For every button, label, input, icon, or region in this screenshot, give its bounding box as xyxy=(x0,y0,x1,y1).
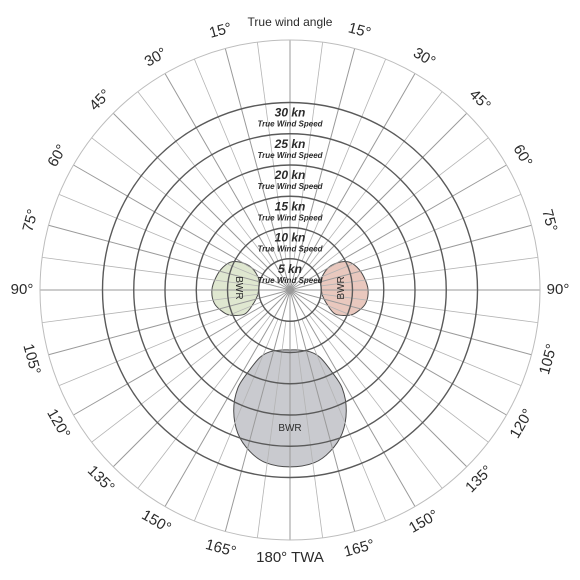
ring-caption-25kn: True Wind Speed xyxy=(257,151,323,160)
ring-caption-10kn: True Wind Speed xyxy=(257,245,323,254)
angle-label-port-150: 150° xyxy=(139,507,174,537)
angle-label-port-90: 90° xyxy=(11,281,34,298)
angle-label-stbd-135: 135° xyxy=(462,462,496,496)
ring-15kn xyxy=(195,195,385,385)
minor-spoke xyxy=(58,193,262,279)
ring-20kn xyxy=(164,164,416,416)
ring-caption-5kn: True Wind Speed xyxy=(257,276,323,285)
region-labels-layer: BWR BWR BWR xyxy=(233,276,347,434)
region-label-port: BWR xyxy=(233,276,244,299)
angle-label-stbd-60: 60° xyxy=(510,142,536,170)
minor-spoke xyxy=(58,301,262,387)
minor-spoke xyxy=(293,320,324,538)
outer-ring xyxy=(39,39,541,541)
ring-label-10kn: 10 kn xyxy=(275,231,306,245)
grid-layer xyxy=(39,39,541,541)
angle-label-stbd-180: 180° TWA xyxy=(256,549,324,566)
region-label-centre: BWR xyxy=(278,423,301,434)
ring-label-30kn: 30 kn xyxy=(275,106,306,120)
minor-spoke xyxy=(91,308,266,443)
minor-spoke xyxy=(320,293,538,324)
ring-label-25kn: 25 kn xyxy=(274,137,306,151)
angle-label-port-15: 15° xyxy=(207,19,233,41)
minor-spoke xyxy=(301,58,387,262)
ring-caption-20kn: True Wind Speed xyxy=(257,182,323,191)
minor-spoke xyxy=(318,301,522,387)
angle-label-stbd-165: 165° xyxy=(342,536,376,560)
angle-label-port-135: 135° xyxy=(84,462,118,496)
minor-spoke xyxy=(137,91,272,266)
ring-30kn xyxy=(101,101,479,479)
angle-label-port-60: 60° xyxy=(44,142,70,170)
ring-label-5kn: 5 kn xyxy=(278,262,302,276)
angle-label-stbd-45: 45° xyxy=(466,86,494,114)
minor-spoke xyxy=(314,137,489,272)
minor-spoke xyxy=(256,320,287,538)
region-label-starboard: BWR xyxy=(336,276,347,299)
ring-label-20kn: 20 kn xyxy=(274,168,306,182)
angle-label-stbd-105: 105° xyxy=(536,342,560,376)
minor-spoke xyxy=(308,314,443,489)
angle-label-stbd-15: 15° xyxy=(346,19,372,41)
angle-label-stbd-120: 120° xyxy=(507,406,537,441)
minor-spoke xyxy=(91,137,266,272)
ring-10kn xyxy=(226,226,354,354)
ring-caption-30kn: True Wind Speed xyxy=(257,120,323,129)
angle-label-stbd-30: 30° xyxy=(410,44,438,70)
minor-spoke xyxy=(308,91,443,266)
minor-spoke xyxy=(314,308,489,443)
ring-caption-15kn: True Wind Speed xyxy=(257,213,323,222)
minor-spoke xyxy=(42,293,260,324)
angle-label-port-105: 105° xyxy=(19,342,43,376)
minor-spoke xyxy=(256,42,287,260)
angle-label-port-45: 45° xyxy=(86,86,114,114)
minor-spoke xyxy=(193,318,279,522)
minor-spoke xyxy=(193,58,279,262)
angle-label-stbd-75: 75° xyxy=(538,207,560,233)
ring-5kn xyxy=(258,258,322,322)
angle-label-port-165: 165° xyxy=(204,536,238,560)
angle-label-stbd-150: 150° xyxy=(406,507,441,537)
angle-label-port-120: 120° xyxy=(43,406,73,441)
minor-spoke xyxy=(293,42,324,260)
angle-label-stbd-90: 90° xyxy=(547,281,570,298)
minor-spoke xyxy=(137,314,272,489)
minor-spoke xyxy=(42,256,260,287)
ring-label-15kn: 15 kn xyxy=(275,199,306,213)
angle-label-port-30: 30° xyxy=(142,44,170,70)
minor-spoke xyxy=(301,318,387,522)
angle-axis-title: True wind angle xyxy=(248,15,333,29)
minor-spoke xyxy=(320,256,538,287)
angle-label-port-75: 75° xyxy=(19,207,41,233)
minor-spoke xyxy=(318,193,522,279)
ring-25kn xyxy=(133,133,447,447)
